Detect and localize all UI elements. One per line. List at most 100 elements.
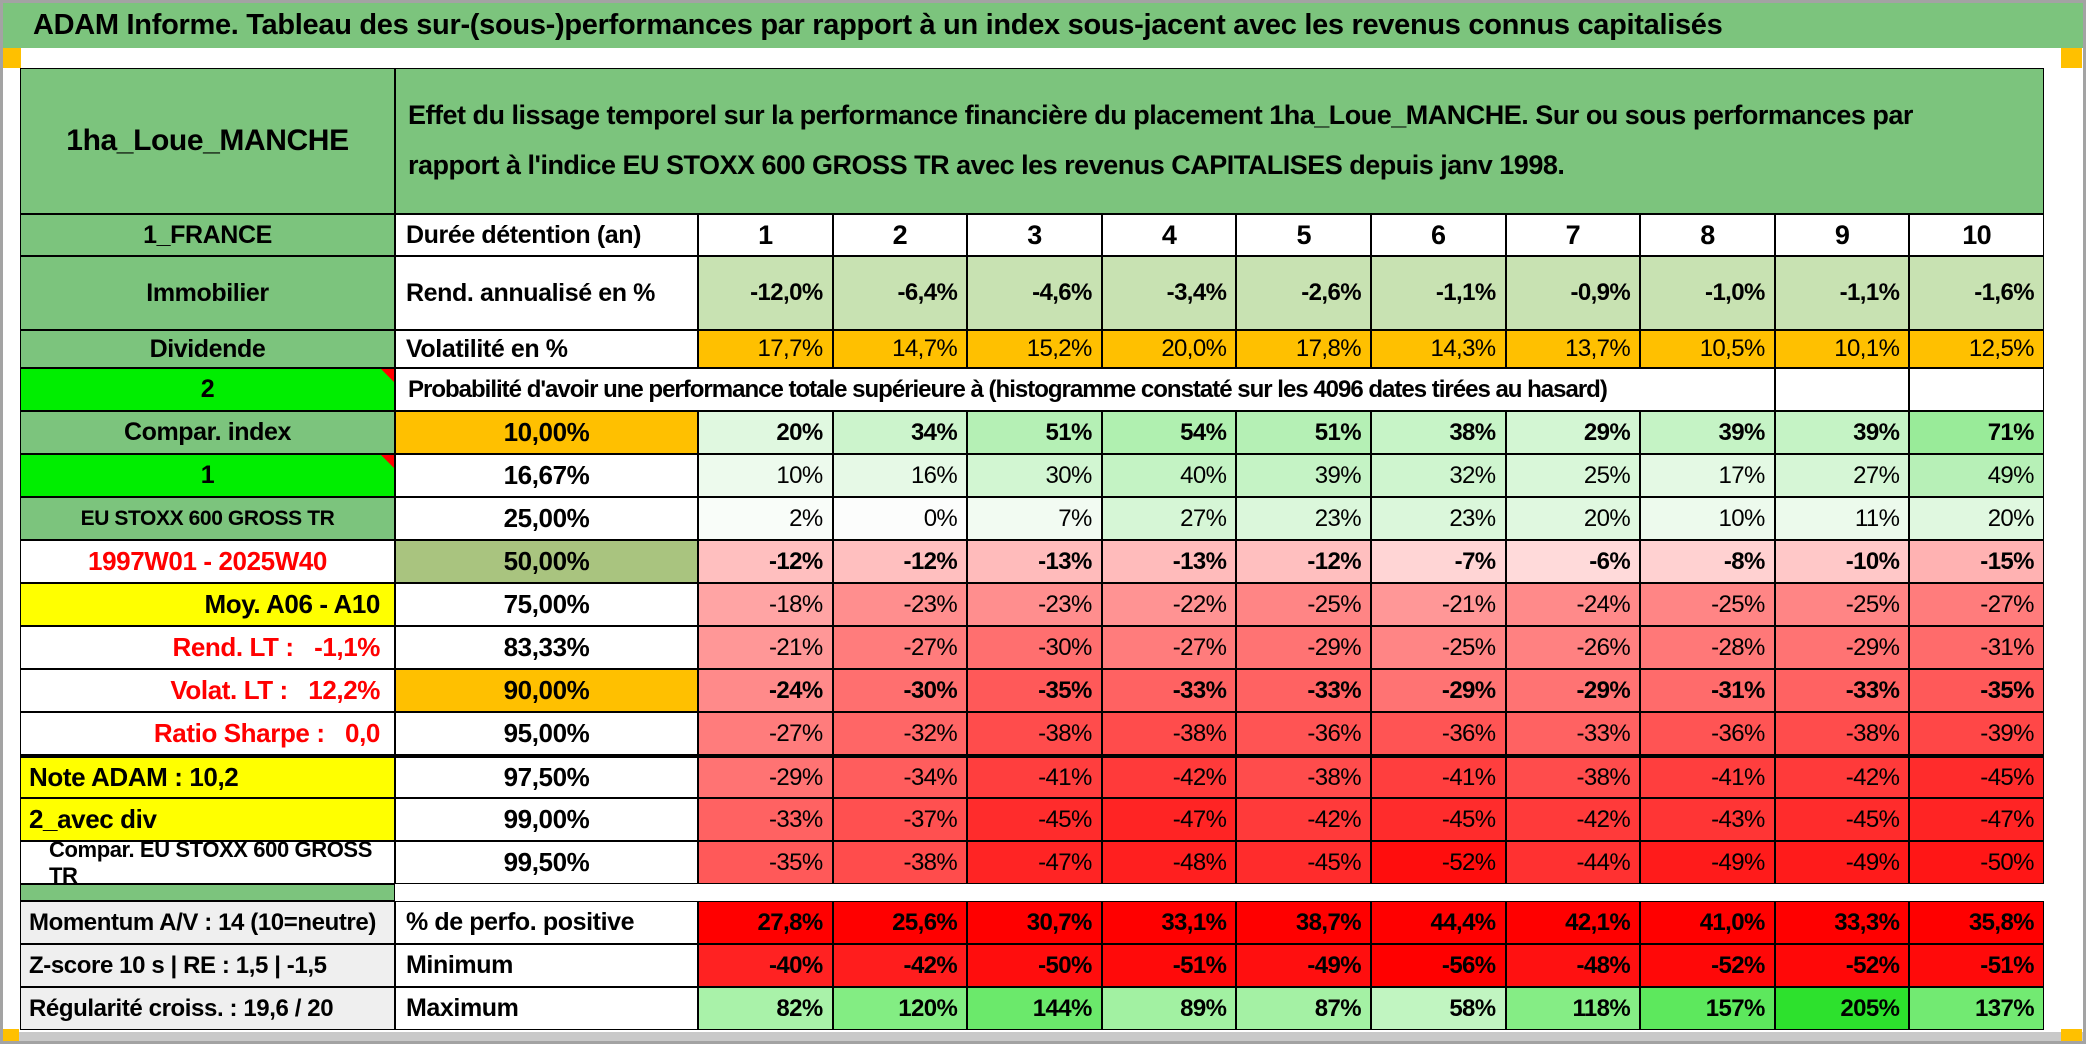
quantile-83-33[interactable]: 83,33% [395,626,698,669]
data-cell[interactable]: -38% [1236,755,1371,798]
data-cell[interactable]: -36% [1236,712,1371,755]
row-label-1[interactable]: 1 [20,454,395,497]
data-cell[interactable]: 17,8% [1236,330,1371,368]
data-cell[interactable]: -6,4% [832,256,968,330]
quantile-90[interactable]: 90,00% [395,669,698,712]
data-cell[interactable]: 2% [698,497,833,540]
data-cell[interactable]: -52% [1370,841,1506,884]
data-cell[interactable]: -42% [832,944,968,987]
data-cell[interactable]: -38% [967,712,1102,755]
data-cell[interactable]: -29% [1370,669,1506,712]
data-cell[interactable]: -1,1% [1774,256,1910,330]
row-label-index-name[interactable]: EU STOXX 600 GROSS TR [20,497,395,540]
data-cell[interactable]: -38% [832,841,968,884]
data-cell[interactable]: -25% [1236,583,1371,626]
data-cell[interactable]: -33% [1101,669,1237,712]
data-cell[interactable]: 10,5% [1640,330,1775,368]
data-cell[interactable]: -23% [967,583,1102,626]
data-cell[interactable]: 13,7% [1505,330,1641,368]
data-cell[interactable]: 25,6% [832,901,968,944]
data-cell[interactable]: -24% [698,669,833,712]
data-cell[interactable]: -12,0% [698,256,833,330]
row-label-compar-index[interactable]: Compar. index [20,411,395,454]
data-cell[interactable]: -42% [1774,755,1910,798]
data-cell[interactable]: 87% [1236,987,1371,1030]
data-cell[interactable]: -48% [1101,841,1237,884]
quantile-95[interactable]: 95,00% [395,712,698,755]
data-cell[interactable]: -29% [1505,669,1641,712]
data-cell[interactable]: -27% [1101,626,1237,669]
data-cell[interactable]: 38% [1370,411,1506,454]
data-cell[interactable]: 14,7% [832,330,968,368]
data-cell[interactable]: -33% [1236,669,1371,712]
data-cell[interactable]: 9 [1774,214,1910,256]
data-cell[interactable]: -8% [1640,540,1775,583]
data-cell[interactable]: 38,7% [1236,901,1371,944]
data-cell[interactable]: -12% [832,540,968,583]
data-cell[interactable]: -32% [832,712,968,755]
data-cell[interactable]: -28% [1640,626,1775,669]
data-cell[interactable]: -13% [1101,540,1237,583]
data-cell[interactable]: 137% [1909,987,2044,1030]
row-sublabel-minimum[interactable]: Minimum [395,944,698,987]
data-cell[interactable]: -25% [1640,583,1775,626]
data-cell[interactable]: -1,0% [1640,256,1775,330]
data-cell[interactable]: -47% [1909,798,2044,841]
data-cell[interactable]: -30% [967,626,1102,669]
data-cell[interactable]: 0% [832,497,968,540]
data-cell[interactable]: -15% [1909,540,2044,583]
data-cell[interactable]: 12,5% [1909,330,2044,368]
data-cell[interactable]: -25% [1370,626,1506,669]
row-label-2[interactable]: 2 [20,368,395,411]
data-cell[interactable]: 23% [1236,497,1371,540]
data-cell[interactable]: 27% [1774,454,1910,497]
data-cell[interactable]: 33,3% [1774,901,1910,944]
row-label-ratio-sharpe[interactable]: Ratio Sharpe : 0,0 [20,712,395,755]
data-cell[interactable]: 2 [832,214,968,256]
data-cell[interactable]: -42% [1236,798,1371,841]
data-cell[interactable]: 32% [1370,454,1506,497]
data-cell[interactable]: -33% [1505,712,1641,755]
data-cell[interactable]: 71% [1909,411,2044,454]
data-cell[interactable]: -34% [832,755,968,798]
data-cell[interactable]: -43% [1640,798,1775,841]
data-cell[interactable]: 41,0% [1640,901,1775,944]
data-cell[interactable]: -21% [1370,583,1506,626]
data-cell[interactable]: -41% [1370,755,1506,798]
data-cell[interactable]: -22% [1101,583,1237,626]
data-cell[interactable]: 23% [1370,497,1506,540]
data-cell[interactable]: 17,7% [698,330,833,368]
empty-cell[interactable] [1774,368,1910,411]
data-cell[interactable]: 58% [1370,987,1506,1030]
data-cell[interactable]: 1 [698,214,833,256]
data-cell[interactable]: 39% [1236,454,1371,497]
data-cell[interactable]: 14,3% [1370,330,1506,368]
data-cell[interactable]: -37% [832,798,968,841]
data-cell[interactable]: -26% [1505,626,1641,669]
empty-cell[interactable] [1909,368,2044,411]
data-cell[interactable]: -27% [698,712,833,755]
data-cell[interactable]: -35% [967,669,1102,712]
data-cell[interactable]: -4,6% [967,256,1102,330]
data-cell[interactable]: -38% [1505,755,1641,798]
placement-name[interactable]: 1ha_Loue_MANCHE [20,68,395,214]
quantile-99-50[interactable]: 99,50% [395,841,698,884]
data-cell[interactable]: -45% [1370,798,1506,841]
data-cell[interactable]: 27,8% [698,901,833,944]
data-cell[interactable]: 39% [1640,411,1775,454]
data-cell[interactable]: -51% [1909,944,2044,987]
data-cell[interactable]: 144% [967,987,1102,1030]
data-cell[interactable]: -41% [967,755,1102,798]
data-cell[interactable]: 7% [967,497,1102,540]
quantile-97-50[interactable]: 97,50% [395,755,698,798]
data-cell[interactable]: 11% [1774,497,1910,540]
data-cell[interactable]: 10,1% [1774,330,1910,368]
data-cell[interactable]: 20% [1909,497,2044,540]
data-cell[interactable]: 8 [1640,214,1775,256]
data-cell[interactable]: -49% [1236,944,1371,987]
data-cell[interactable]: 6 [1370,214,1506,256]
data-cell[interactable]: 51% [967,411,1102,454]
data-cell[interactable]: 42,1% [1505,901,1641,944]
data-cell[interactable]: -39% [1909,712,2044,755]
data-cell[interactable]: 29% [1505,411,1641,454]
